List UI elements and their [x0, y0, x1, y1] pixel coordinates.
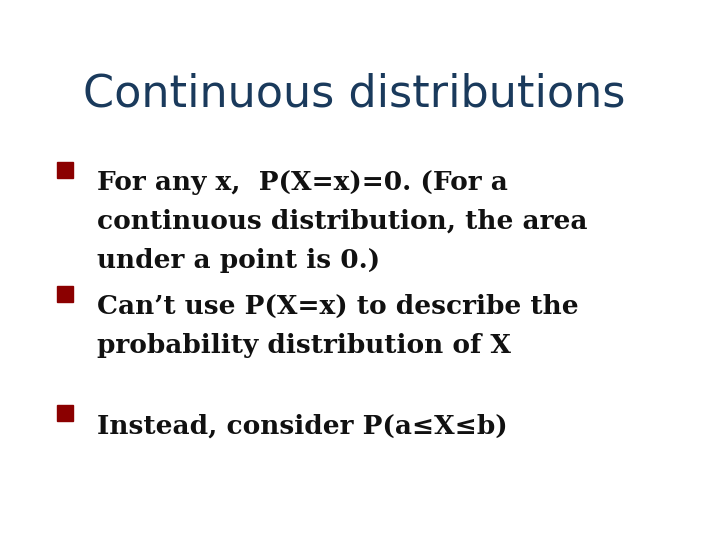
Text: Continuous distributions: Continuous distributions — [83, 73, 625, 116]
Text: For any x,  P(X=x)=0. (For a: For any x, P(X=x)=0. (For a — [97, 170, 508, 195]
Text: probability distribution of X: probability distribution of X — [97, 333, 511, 358]
Text: Instead, consider P(a≤X≤b): Instead, consider P(a≤X≤b) — [97, 413, 508, 438]
Bar — [57, 286, 73, 302]
Bar — [57, 405, 73, 421]
Text: continuous distribution, the area: continuous distribution, the area — [97, 209, 588, 234]
Bar — [57, 162, 73, 178]
Text: Can’t use P(X=x) to describe the: Can’t use P(X=x) to describe the — [97, 294, 579, 319]
Text: under a point is 0.): under a point is 0.) — [97, 248, 380, 273]
